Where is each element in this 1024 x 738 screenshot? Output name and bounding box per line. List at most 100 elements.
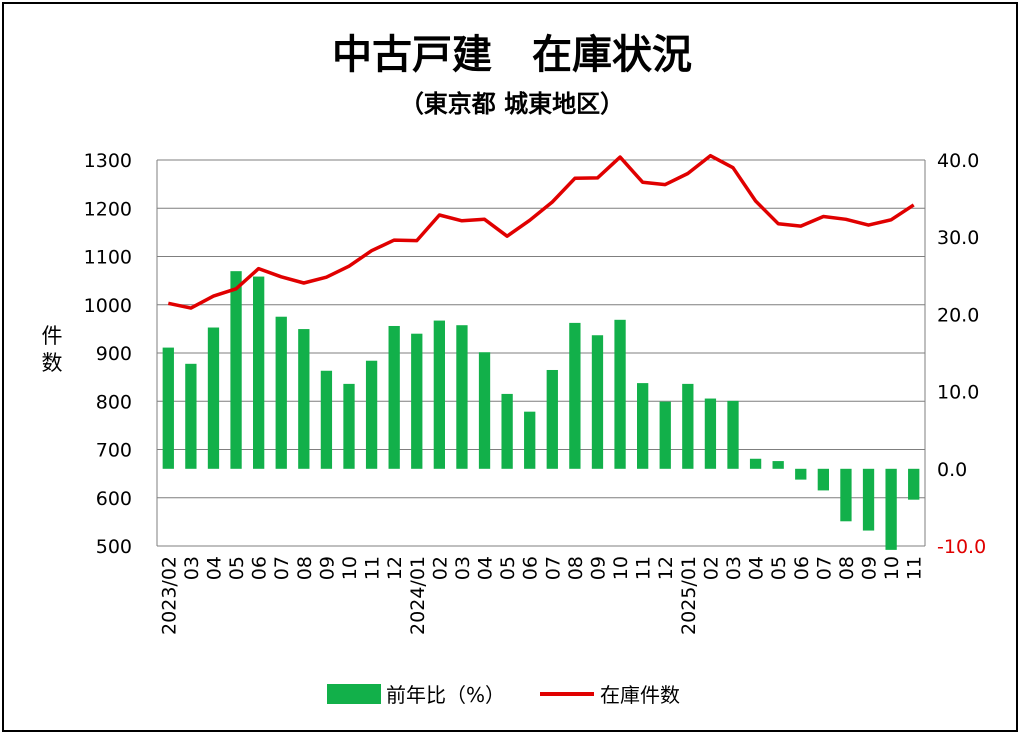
x-tick-label: 07 xyxy=(542,556,564,580)
bar xyxy=(704,398,717,469)
x-tick-label: 04 xyxy=(204,556,226,580)
legend-label-yoy: 前年比（%） xyxy=(386,683,505,707)
bar xyxy=(749,458,762,469)
x-tick-label: 07 xyxy=(271,556,293,580)
chart-title: 中古戸建 在庫状況 xyxy=(332,32,692,78)
bar xyxy=(275,316,287,469)
bar xyxy=(388,325,400,469)
x-tick-label: 06 xyxy=(791,556,813,580)
bar xyxy=(411,333,423,469)
yoy-bars xyxy=(162,271,920,550)
x-tick-label: 05 xyxy=(226,556,248,580)
x-tick-label: 05 xyxy=(768,556,790,580)
inventory-series-line xyxy=(167,153,915,310)
bar xyxy=(659,401,671,469)
right-tick-label: 30.0 xyxy=(937,227,979,249)
bar xyxy=(637,383,649,469)
bar xyxy=(524,411,536,469)
bar xyxy=(908,468,920,500)
left-axis-label: 件数 xyxy=(42,324,63,375)
x-tick-label: 04 xyxy=(475,556,497,580)
left-tick-label: 900 xyxy=(96,343,132,365)
x-tick-label: 11 xyxy=(904,556,926,580)
x-tick-label: 03 xyxy=(723,556,745,580)
x-tick-label: 02 xyxy=(429,556,451,580)
left-tick-label: 1000 xyxy=(84,295,132,317)
right-tick-label: 0.0 xyxy=(937,459,967,481)
x-tick-label: 04 xyxy=(746,556,768,580)
x-tick-label: 08 xyxy=(836,556,858,580)
bar xyxy=(320,370,333,469)
x-tick-label: 06 xyxy=(520,556,542,580)
left-axis-label-char: 件 xyxy=(42,324,63,348)
x-tick-label: 09 xyxy=(588,556,610,580)
left-axis-ticks: 1300 1200 1100 1000 900 800 700 600 500 xyxy=(84,150,132,558)
x-tick-label: 03 xyxy=(181,556,203,580)
bar xyxy=(456,325,468,469)
x-tick-label: 08 xyxy=(294,556,316,580)
x-axis-ticks: 2023/02 03 04 05 06 07 08 09 10 11 12 2024/01 02 03 04… xyxy=(158,556,925,635)
legend-label-inventory: 在庫件数 xyxy=(600,683,680,707)
bar xyxy=(795,468,807,480)
x-tick-label: 02 xyxy=(700,556,722,580)
bar xyxy=(185,363,197,469)
right-tick-label: 40.0 xyxy=(937,150,979,172)
bar xyxy=(885,468,897,550)
bar xyxy=(840,468,852,522)
bar xyxy=(569,322,581,469)
bar xyxy=(862,468,875,531)
bar xyxy=(253,276,265,469)
left-tick-label: 1300 xyxy=(84,150,132,172)
left-tick-label: 1100 xyxy=(84,247,132,269)
left-tick-label: 500 xyxy=(96,536,132,558)
bar xyxy=(614,319,626,469)
bar xyxy=(727,400,739,469)
bar xyxy=(207,327,220,469)
bar xyxy=(501,393,513,469)
right-tick-label: 10.0 xyxy=(937,382,979,404)
x-tick-label: 10 xyxy=(610,556,632,580)
left-tick-label: 800 xyxy=(96,391,132,413)
x-tick-label: 10 xyxy=(339,556,361,580)
left-axis-label-char: 数 xyxy=(42,351,63,375)
right-tick-label: -10.0 xyxy=(937,536,986,558)
x-tick-label: 09 xyxy=(316,556,338,580)
x-tick-label: 12 xyxy=(384,556,406,580)
legend-swatch-yoy xyxy=(327,684,381,704)
bar xyxy=(230,271,242,469)
bar xyxy=(162,347,174,469)
bar xyxy=(772,461,784,469)
x-tick-label: 03 xyxy=(452,556,474,580)
left-tick-label: 700 xyxy=(96,440,132,462)
left-tick-label: 600 xyxy=(96,488,132,510)
inventory-line xyxy=(167,153,915,310)
x-tick-label: 08 xyxy=(565,556,587,580)
x-tick-label: 09 xyxy=(859,556,881,580)
x-tick-label: 11 xyxy=(633,556,655,580)
bar xyxy=(817,468,829,491)
left-tick-label: 1200 xyxy=(84,198,132,220)
right-tick-label: 20.0 xyxy=(937,304,979,326)
x-tick-label: 2023/02 xyxy=(158,556,180,635)
bar xyxy=(682,383,694,469)
x-tick-label: 10 xyxy=(881,556,903,580)
gridlines xyxy=(156,159,926,547)
bar xyxy=(298,329,310,469)
bar xyxy=(343,383,355,469)
x-tick-label: 2024/01 xyxy=(407,556,429,635)
x-tick-label: 07 xyxy=(813,556,835,580)
x-tick-label: 11 xyxy=(362,556,384,580)
legend: 前年比（%） 在庫件数 xyxy=(327,683,680,707)
x-tick-label: 2025/01 xyxy=(678,556,700,635)
bar xyxy=(365,360,378,469)
chart-subtitle: （東京都 城東地区） xyxy=(400,90,624,118)
bar xyxy=(478,352,491,469)
right-axis-ticks: 40.0 30.0 20.0 10.0 0.0 -10.0 xyxy=(937,150,986,558)
x-tick-label: 12 xyxy=(655,556,677,580)
x-tick-label: 06 xyxy=(249,556,271,580)
bar xyxy=(591,335,604,469)
bar xyxy=(433,320,445,469)
bar xyxy=(546,369,558,469)
x-tick-label: 05 xyxy=(497,556,519,580)
